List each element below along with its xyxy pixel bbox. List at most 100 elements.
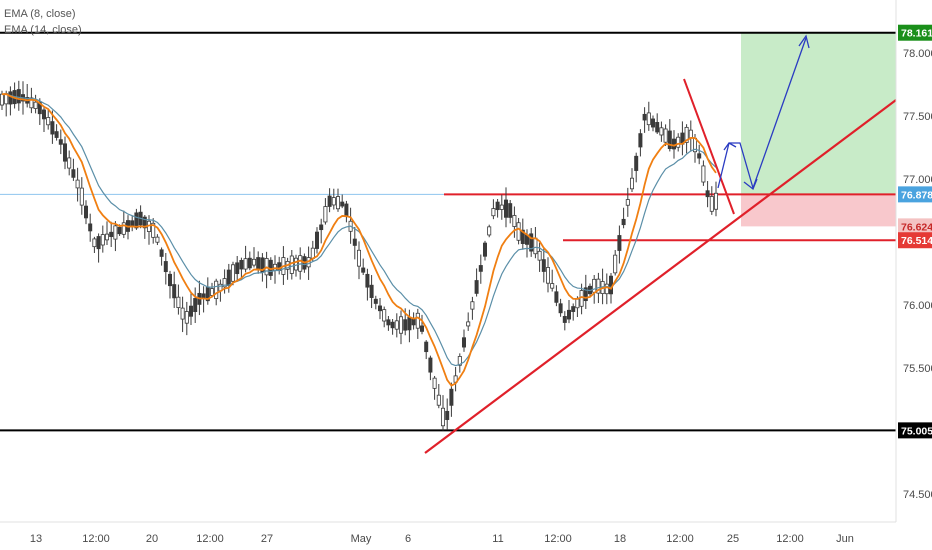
candle-body [176, 296, 181, 309]
candle-body [142, 216, 147, 229]
candle-body [403, 319, 408, 331]
price-tick-label: 74.500 [903, 489, 932, 501]
candle-body [592, 278, 597, 293]
time-tick-label: Jun [836, 533, 854, 545]
candle-body [235, 262, 240, 275]
time-tick-label: 12:00 [544, 533, 572, 545]
candle-body [520, 229, 525, 244]
projection-leg-1 [717, 142, 730, 189]
candle-body [109, 231, 114, 238]
candle-body [604, 283, 609, 295]
candle-body [541, 259, 546, 272]
candle-body [432, 377, 437, 389]
candle-body [701, 165, 706, 183]
candle-body [92, 238, 97, 248]
ema14-legend: EMA (14, close) [4, 24, 82, 36]
candle-body [445, 410, 450, 420]
candle-body [289, 255, 294, 274]
candle-body [529, 233, 534, 252]
price-tick-label: 77.000 [903, 174, 932, 186]
candle-body [407, 316, 412, 331]
candle-body [487, 226, 492, 236]
candle-body [130, 220, 135, 227]
candle-body [134, 212, 139, 229]
candle-body [466, 321, 471, 327]
candle-body [340, 201, 345, 207]
candle-body [667, 130, 672, 150]
candle-body [709, 196, 714, 212]
candle-body [121, 222, 126, 235]
candle-body [356, 249, 361, 267]
candle-body [67, 157, 72, 169]
candle-body [554, 291, 559, 303]
price-tag-bg [898, 422, 932, 439]
time-tick-label: 6 [405, 533, 411, 545]
candle-body [436, 394, 441, 406]
candle-body [365, 273, 370, 288]
time-tick-label: 12:00 [666, 533, 694, 545]
price-tag: 76.878 [898, 186, 932, 203]
candle-body [79, 187, 84, 206]
candle-body [651, 118, 656, 128]
candle-body [411, 318, 416, 326]
time-tick-label: 12:00 [776, 533, 804, 545]
candle-body [323, 206, 328, 223]
candle-body [327, 195, 332, 207]
candle-body [46, 117, 51, 126]
candle-body [84, 205, 89, 219]
candle-body [96, 236, 101, 250]
candle-body [390, 321, 395, 329]
candle-body [260, 257, 265, 273]
candle-body [516, 222, 521, 241]
candle-body [503, 199, 508, 218]
price-tag-bg [898, 218, 932, 235]
candle-body [256, 257, 261, 270]
candle-body [550, 283, 555, 289]
candle-body [461, 337, 466, 348]
price-tag-bg [898, 24, 932, 41]
candle-body [184, 311, 189, 324]
candle-body [482, 242, 487, 257]
candle-body [419, 325, 424, 332]
candle-body [117, 226, 122, 235]
price-tag: 78.161 [898, 24, 932, 41]
candle-body [634, 155, 639, 171]
price-tick-label: 75.500 [903, 363, 932, 375]
ema8-line [1, 93, 717, 387]
price-tag-label: 75.005 [901, 425, 932, 437]
candle-body [159, 249, 164, 257]
candle-body [33, 101, 38, 109]
candle-body [58, 139, 63, 145]
candle-body [8, 91, 13, 105]
candle-body [508, 203, 513, 218]
candle-body [617, 235, 622, 251]
candle-body [71, 169, 76, 178]
candle-body [193, 298, 198, 313]
time-tick-label: 27 [261, 533, 273, 545]
candle-body [676, 136, 681, 148]
candle-body [571, 306, 576, 312]
candle-body [457, 356, 462, 366]
loss-zone [741, 194, 896, 227]
price-tag: 76.514 [898, 232, 932, 249]
price-tick-label: 78.000 [903, 48, 932, 60]
candle-body [697, 153, 702, 159]
time-tick-label: 11 [492, 533, 503, 545]
candle-body [684, 126, 689, 143]
price-tag: 75.005 [898, 422, 932, 439]
candle-body [613, 254, 618, 274]
price-tick-label: 76.000 [903, 300, 932, 312]
rising-trendline [424, 99, 897, 454]
ema8-legend: EMA (8, close) [4, 8, 76, 20]
candle-body [415, 312, 420, 329]
candle-body [382, 309, 387, 322]
candle-body [621, 218, 626, 226]
time-tick-label: May [351, 533, 372, 545]
candle-body [100, 234, 105, 246]
candle-body [672, 138, 677, 150]
candle-body [495, 201, 500, 211]
falling-trendline [683, 78, 735, 215]
candle-body [226, 269, 231, 287]
candle-body [155, 236, 160, 243]
